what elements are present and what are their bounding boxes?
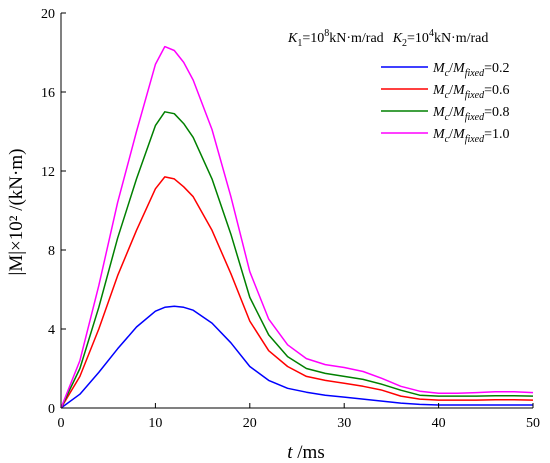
legend-label-part-4: M [452,83,466,98]
legend-label-1: Mc/Mfixed=0.2 [432,61,510,79]
legend-label-part-1: M [432,127,446,142]
k2-base: =10 [407,31,429,46]
x-axis-label-var: t [287,442,293,463]
legend-label-part-6: =0.8 [484,105,509,120]
k1-exponent: 8 [324,28,329,39]
y-tick-label: 4 [48,323,55,338]
series-line-2 [60,176,534,409]
legend-label-part-6: =0.2 [484,61,509,76]
k2-subscript: 2 [402,38,407,49]
legend-label-2: Mc/Mfixed=0.6 [432,83,510,101]
series-line-1 [60,305,533,409]
k1-base: =10 [302,31,324,46]
series-line-3 [60,111,534,409]
legend-label-part-2: c [445,90,450,101]
legend-label-part-4: M [452,105,466,120]
k2-unit: kN·m/rad [434,31,488,46]
k1-unit: kN·m/rad [329,31,383,46]
y-tick-label: 16 [41,86,55,101]
y-tick-label: 0 [48,402,55,417]
legend-label-part-5: fixed [465,112,485,123]
y-tick-label: 12 [41,165,55,180]
legend-label-part-6: =1.0 [484,127,509,142]
x-axis-label-unit: /ms [293,442,325,463]
plot-area [60,45,534,409]
x-tick-label: 40 [432,416,446,431]
legend-label-part-5: fixed [465,68,485,79]
x-tick-label: 20 [243,416,257,431]
legend-label-4: Mc/Mfixed=1.0 [432,127,510,145]
legend-label-part-3: / [449,61,453,76]
y-tick-label: 8 [48,244,55,259]
legend-label-part-3: / [449,105,453,120]
stiffness-annotation: K1=108kN·m/rad K2=104kN·m/rad [287,28,488,49]
legend-label-part-2: c [445,112,450,123]
legend-label-part-3: / [449,127,453,142]
legend-label-part-6: =0.6 [484,83,509,98]
legend-label-part-1: M [432,61,446,76]
k1-subscript: 1 [297,38,302,49]
legend-label-part-1: M [432,83,446,98]
legend-label-part-2: c [445,134,450,145]
legend-label-part-5: fixed [465,134,485,145]
series-line-4 [60,45,534,409]
x-tick-label: 30 [337,416,351,431]
legend-label-part-4: M [452,61,466,76]
legend-label-part-3: / [449,83,453,98]
y-axis-label: |M|×10² /(kN·m) [6,149,27,276]
legend-label-part-5: fixed [465,90,485,101]
x-tick-label: 50 [526,416,540,431]
legend: Mc/Mfixed=0.2Mc/Mfixed=0.6Mc/Mfixed=0.8M… [381,61,510,145]
k2-symbol: K [392,31,403,46]
k2-exponent: 4 [429,28,434,39]
legend-label-part-2: c [445,68,450,79]
x-tick-label: 0 [58,416,65,431]
x-tick-label: 10 [148,416,162,431]
legend-label-part-1: M [432,105,446,120]
y-tick-label: 20 [41,7,55,22]
legend-label-3: Mc/Mfixed=0.8 [432,105,510,123]
k1-symbol: K [287,31,298,46]
legend-label-part-4: M [452,127,466,142]
x-axis-label: t /ms [287,442,324,463]
